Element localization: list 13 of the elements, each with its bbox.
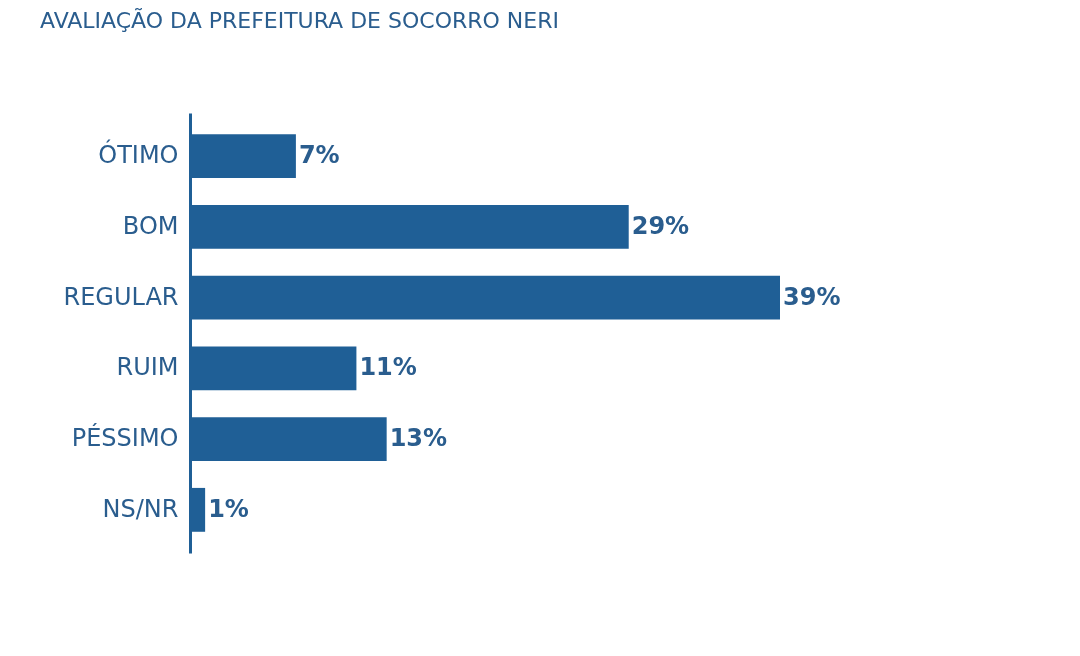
y-tick-label: BOM xyxy=(122,211,179,240)
data-label: 39% xyxy=(783,282,841,311)
data-label: 7% xyxy=(298,141,340,170)
chart-title: AVALIAÇÃO DA PREFEITURA DE SOCORRO NERI xyxy=(40,7,559,33)
y-tick-label: RUIM xyxy=(116,353,179,382)
data-label: 13% xyxy=(389,424,448,453)
y-tick-label: NS/NR xyxy=(102,494,179,523)
data-label: 1% xyxy=(208,494,249,523)
data-label: 29% xyxy=(631,211,690,240)
y-tick-label: REGULAR xyxy=(63,282,179,311)
data-label: 11% xyxy=(359,353,417,382)
y-tick-label: ÓTIMO xyxy=(98,139,179,170)
y-tick-label: PÉSSIMO xyxy=(71,423,179,453)
